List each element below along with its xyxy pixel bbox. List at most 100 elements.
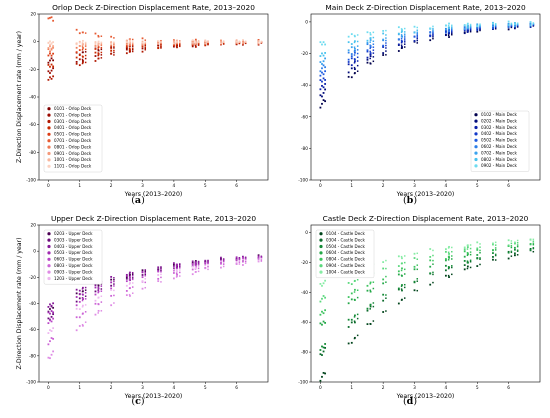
data-point — [179, 40, 181, 42]
data-point — [235, 256, 238, 259]
y-tick-label: -40 — [29, 301, 36, 307]
legend-marker — [47, 257, 51, 261]
chart-panel: Castle Deck Z-Direction Displacement Rat… — [298, 214, 541, 407]
data-point — [172, 277, 175, 280]
data-point — [131, 44, 134, 47]
data-point — [401, 267, 403, 270]
legend-label: 0901 - Orlop Deck — [54, 151, 92, 156]
data-point — [469, 30, 472, 33]
chart-title: Main Deck Z-Direction Displacement Rate,… — [325, 3, 526, 12]
x-tick-label: 0 — [319, 183, 322, 189]
data-point — [84, 292, 87, 294]
data-point — [260, 260, 263, 262]
series-group — [319, 247, 535, 351]
data-point — [476, 23, 479, 26]
data-point — [113, 54, 115, 56]
data-point — [194, 263, 197, 266]
data-point — [444, 274, 447, 277]
data-point — [382, 311, 385, 313]
data-point — [244, 256, 247, 259]
data-point — [235, 39, 238, 42]
data-point — [47, 343, 50, 346]
data-point — [350, 341, 353, 344]
data-point — [372, 46, 375, 48]
data-point — [447, 267, 450, 270]
data-point — [176, 275, 178, 277]
data-point — [84, 57, 87, 60]
data-point — [194, 262, 197, 265]
data-point — [194, 41, 197, 44]
data-point — [494, 254, 497, 257]
data-point — [469, 251, 472, 253]
data-point — [191, 43, 194, 46]
data-point — [94, 290, 97, 293]
data-point — [131, 42, 134, 45]
chart-panel: Main Deck Z-Direction Displacement Rate,… — [298, 3, 541, 206]
data-point — [94, 45, 97, 48]
data-point — [197, 270, 200, 273]
data-point — [110, 52, 113, 55]
data-point — [49, 308, 51, 310]
data-point — [466, 248, 469, 250]
data-point — [366, 284, 369, 287]
data-point — [179, 275, 181, 277]
data-point — [397, 26, 400, 29]
data-point — [207, 264, 209, 266]
data-point — [400, 41, 403, 44]
data-point — [447, 34, 450, 37]
data-point — [401, 40, 403, 43]
data-point — [463, 255, 466, 258]
data-point — [50, 330, 53, 332]
data-point — [372, 56, 375, 58]
data-point — [432, 281, 434, 284]
legend-label: 0401 - Orlop Deck — [54, 125, 92, 130]
data-point — [463, 264, 466, 267]
data-point — [94, 313, 97, 316]
legend-label: 0201 - Orlop Deck — [54, 112, 92, 117]
legend-label: 0501 - Orlop Deck — [54, 132, 92, 137]
data-point — [176, 267, 178, 270]
data-point — [432, 30, 434, 33]
data-point — [479, 257, 481, 259]
data-point — [366, 323, 369, 326]
legend-label: 1001 - Orlop Deck — [54, 157, 92, 162]
data-point — [324, 343, 327, 345]
data-point — [514, 22, 516, 24]
data-point — [322, 73, 325, 76]
data-point — [369, 39, 372, 41]
data-point — [494, 28, 497, 30]
data-point — [113, 285, 115, 287]
data-point — [324, 100, 327, 103]
data-point — [463, 250, 466, 253]
data-point — [75, 296, 78, 298]
data-point — [466, 29, 469, 32]
data-point — [382, 293, 385, 296]
data-point — [50, 57, 53, 60]
data-point — [319, 61, 322, 63]
data-point — [403, 37, 406, 39]
data-point — [125, 43, 128, 46]
data-point — [476, 30, 479, 33]
data-point — [321, 284, 323, 287]
data-point — [432, 263, 434, 265]
data-point — [47, 54, 50, 57]
data-point — [354, 336, 356, 339]
data-point — [81, 49, 84, 51]
data-point — [369, 47, 371, 50]
legend-label: 0803 - Upper Deck — [54, 263, 93, 268]
data-point — [113, 37, 115, 39]
data-point — [356, 279, 359, 281]
y-tick-label: -60 — [29, 122, 36, 128]
data-point — [448, 255, 450, 258]
data-point — [257, 41, 260, 44]
data-point — [50, 77, 53, 80]
data-point — [451, 273, 453, 276]
data-point — [47, 48, 50, 51]
y-tick-label: -80 — [301, 146, 308, 152]
data-point — [319, 88, 322, 91]
data-point — [113, 43, 115, 45]
data-point — [125, 41, 128, 44]
data-point — [49, 340, 51, 343]
plot-frame — [310, 224, 541, 383]
